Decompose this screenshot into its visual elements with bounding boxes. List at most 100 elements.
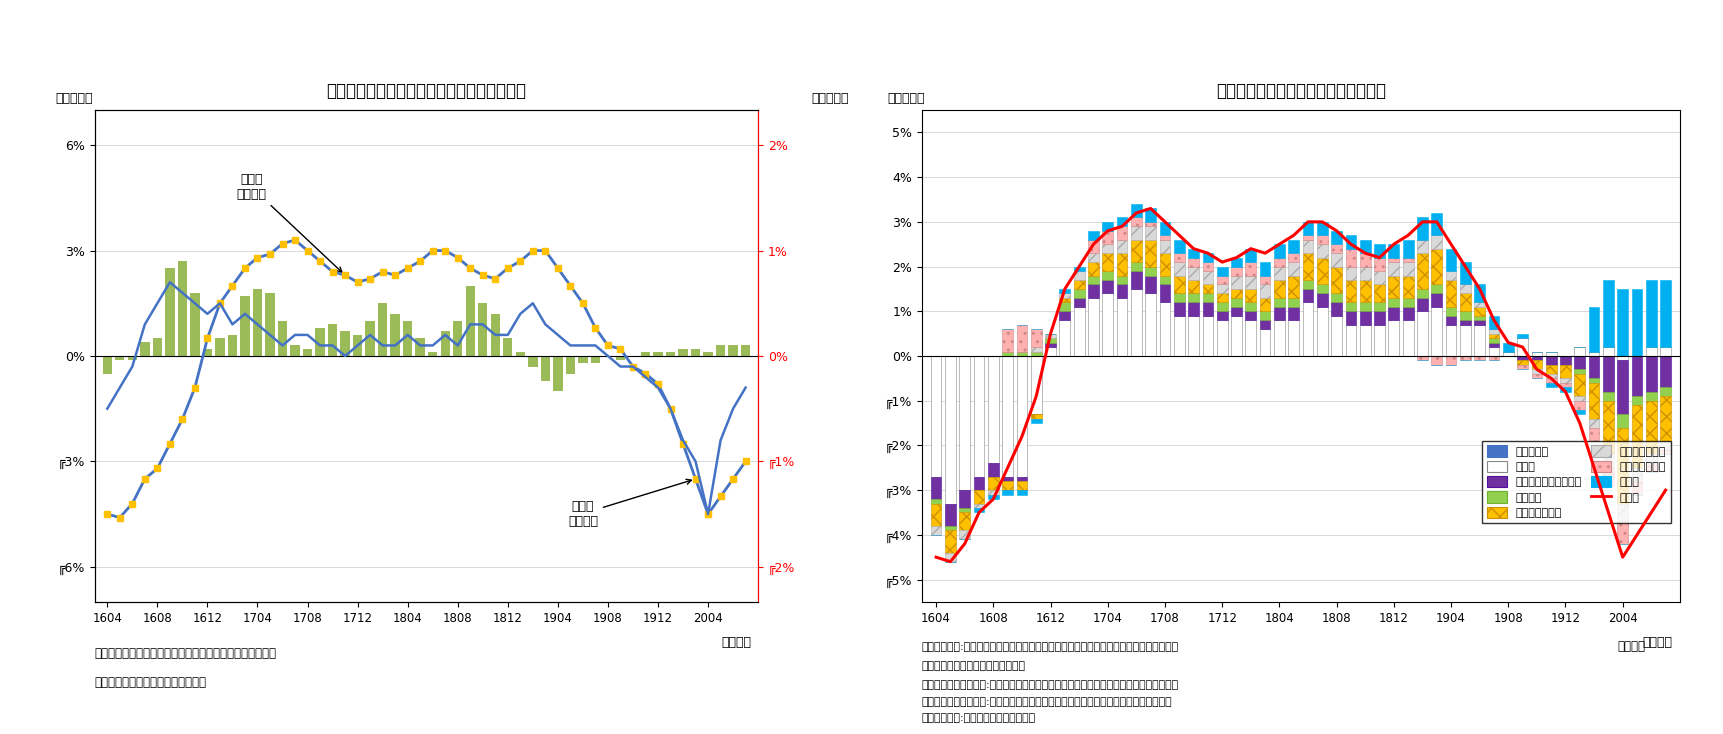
Bar <box>1273 266 1285 280</box>
Bar <box>1403 258 1413 262</box>
Bar <box>1532 369 1542 374</box>
Bar <box>1432 236 1442 249</box>
Bar <box>1575 356 1585 369</box>
Text: （月次）: （月次） <box>1618 639 1645 653</box>
Bar <box>1160 285 1170 302</box>
Bar <box>1489 338 1499 343</box>
Bar <box>1332 253 1342 266</box>
Bar <box>1260 320 1270 329</box>
Bar <box>1416 289 1428 298</box>
Bar <box>153 338 162 356</box>
Bar <box>1432 285 1442 294</box>
Bar <box>1260 329 1270 356</box>
Bar <box>1103 230 1113 244</box>
Bar <box>1618 360 1628 414</box>
Text: （注）機械類:はん用機器、生産用機器、業務用機器、電子部品・デバイス、電気機器、: （注）機械類:はん用機器、生産用機器、業務用機器、電子部品・デバイス、電気機器、 <box>922 642 1179 652</box>
Bar <box>1203 302 1213 316</box>
Bar <box>1260 262 1270 275</box>
Bar <box>1246 311 1256 320</box>
Bar <box>453 321 462 356</box>
Bar <box>1260 285 1270 298</box>
Bar <box>1003 490 1013 495</box>
Bar <box>1030 414 1042 418</box>
Bar <box>1475 320 1485 324</box>
Bar <box>1316 294 1328 307</box>
Bar <box>1389 298 1399 307</box>
Bar <box>1459 311 1471 320</box>
Bar <box>1289 307 1299 320</box>
Bar <box>1130 217 1142 226</box>
総平均 <box>1141 204 1161 213</box>
Bar <box>215 338 224 356</box>
Bar <box>140 342 150 356</box>
Bar <box>1103 253 1113 271</box>
Bar <box>1103 294 1113 356</box>
Bar <box>1232 316 1242 356</box>
Bar <box>1173 316 1185 356</box>
Bar <box>1546 383 1556 388</box>
Bar <box>1459 356 1471 360</box>
Bar <box>1559 388 1571 392</box>
Bar <box>1432 213 1442 236</box>
Bar <box>529 356 538 366</box>
Bar <box>691 349 700 356</box>
Bar <box>1130 289 1142 356</box>
Bar <box>973 504 984 508</box>
Bar <box>1489 334 1499 338</box>
Bar <box>1375 311 1385 324</box>
Bar <box>987 356 999 463</box>
Bar <box>253 289 262 356</box>
Text: （月次）: （月次） <box>1642 636 1673 649</box>
Bar <box>1575 374 1585 396</box>
Bar <box>960 490 970 508</box>
Bar <box>1160 236 1170 240</box>
Bar <box>1303 302 1313 356</box>
Bar <box>1589 378 1599 383</box>
Bar <box>1416 356 1428 360</box>
Bar <box>1203 285 1213 294</box>
Bar <box>1546 356 1556 365</box>
Bar <box>987 490 999 495</box>
Bar <box>1003 356 1013 476</box>
Bar <box>1117 240 1127 253</box>
Bar <box>1346 324 1356 356</box>
Bar <box>1146 294 1156 356</box>
Bar <box>1173 275 1185 294</box>
Bar <box>341 331 350 356</box>
総平均 <box>998 463 1018 472</box>
Bar <box>1017 356 1027 476</box>
Bar <box>1289 275 1299 298</box>
Text: （資料）日本銀行「企業物価指数」: （資料）日本銀行「企業物価指数」 <box>95 676 207 689</box>
Bar <box>1632 396 1642 405</box>
Bar <box>1117 275 1127 285</box>
Bar <box>1117 226 1127 240</box>
Bar <box>960 508 970 512</box>
Bar <box>1216 285 1227 294</box>
Bar <box>427 352 438 356</box>
Bar <box>1661 441 1671 450</box>
Bar <box>1446 324 1456 356</box>
Bar <box>1416 311 1428 356</box>
Bar <box>1589 427 1599 441</box>
Bar <box>1532 352 1542 356</box>
Bar <box>1359 266 1370 280</box>
Bar <box>1117 253 1127 275</box>
Bar <box>1089 230 1099 240</box>
Bar <box>1017 482 1027 490</box>
Bar <box>1475 302 1485 307</box>
Bar <box>1489 316 1499 329</box>
Bar <box>553 356 562 391</box>
Bar <box>973 356 984 476</box>
Bar <box>515 352 526 356</box>
Bar <box>1203 316 1213 356</box>
Bar <box>115 356 124 360</box>
Bar <box>1618 414 1628 427</box>
Bar <box>1232 266 1242 275</box>
Bar <box>1518 334 1528 338</box>
Bar <box>1030 347 1042 352</box>
Bar <box>1489 347 1499 356</box>
Bar <box>1073 266 1084 271</box>
Bar <box>1518 356 1528 360</box>
Bar <box>1216 266 1227 275</box>
Bar <box>1359 324 1370 356</box>
